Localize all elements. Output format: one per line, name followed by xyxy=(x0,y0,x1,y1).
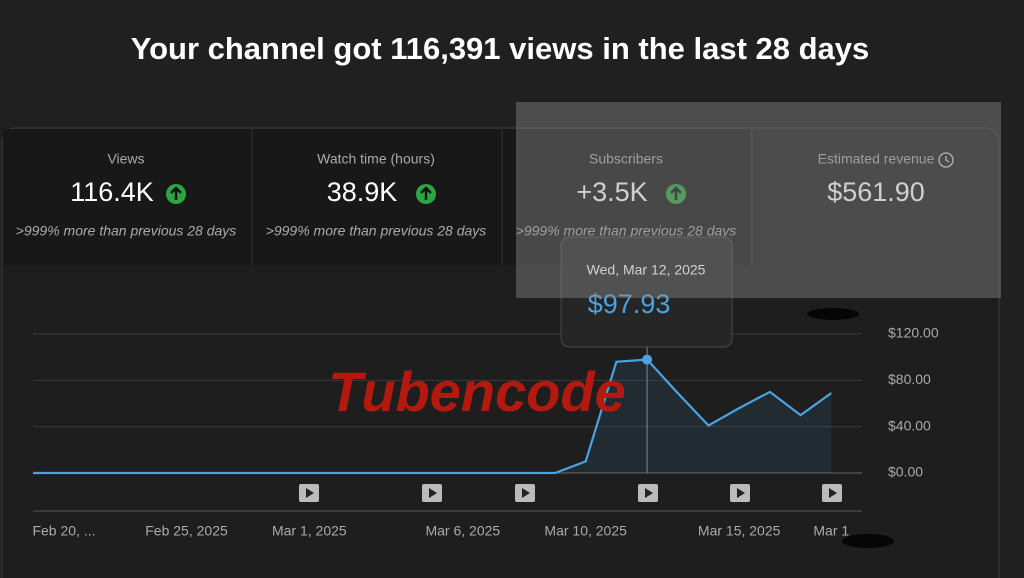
card-label: Estimated revenue xyxy=(818,151,935,167)
card-change: >999% more than previous 28 days xyxy=(266,223,487,239)
page-title: Your channel got 116,391 views in the la… xyxy=(131,31,870,66)
y-tick-label: $40.00 xyxy=(888,417,931,433)
card-label: Subscribers xyxy=(589,151,663,167)
selection-overlay xyxy=(516,102,1001,298)
card-value: 38.9K xyxy=(327,177,398,207)
watermark: Tubencode xyxy=(328,360,626,423)
x-tick-label: Feb 20, ... xyxy=(32,523,95,539)
trend-arrow xyxy=(670,186,682,200)
y-tick-label: $80.00 xyxy=(888,371,931,387)
y-tick-label: $0.00 xyxy=(888,464,923,480)
x-tick-label: Mar 1 xyxy=(813,523,849,539)
trend-arrow xyxy=(170,186,182,200)
tooltip-date: Wed, Mar 12, 2025 xyxy=(587,262,706,278)
x-tick-label: Feb 25, 2025 xyxy=(145,523,228,539)
area xyxy=(33,359,832,473)
trend-arrow xyxy=(420,186,432,200)
card-label: Watch time (hours) xyxy=(317,151,435,167)
video-icon xyxy=(422,484,442,502)
blur-smudge xyxy=(807,308,859,320)
x-tick-label: Mar 10, 2025 xyxy=(544,523,627,539)
x-tick-label: Mar 15, 2025 xyxy=(698,523,781,539)
card-value: +3.5K xyxy=(576,177,647,207)
blur-smudge xyxy=(842,534,894,548)
card-value: $561.90 xyxy=(827,177,925,207)
video-icon xyxy=(638,484,658,502)
info-clock-icon xyxy=(938,152,954,168)
video-icon xyxy=(299,484,319,502)
tooltip xyxy=(560,236,733,348)
x-tick-label: Mar 1, 2025 xyxy=(272,523,347,539)
hover-point xyxy=(642,354,653,365)
video-icon xyxy=(822,484,842,502)
card-label: Views xyxy=(107,151,144,167)
line xyxy=(33,358,832,475)
x-tick-label: Mar 6, 2025 xyxy=(425,523,500,539)
video-markers xyxy=(299,484,842,502)
card-change: >999% more than previous 28 days xyxy=(516,223,737,239)
card-value: 116.4K xyxy=(70,177,154,207)
clock-hands xyxy=(945,156,950,163)
video-icon xyxy=(730,484,750,502)
y-tick-label: $120.00 xyxy=(888,325,939,341)
tooltip-value: $97.93 xyxy=(588,289,671,319)
card-change: >999% more than previous 28 days xyxy=(16,223,237,239)
video-icon xyxy=(515,484,535,502)
